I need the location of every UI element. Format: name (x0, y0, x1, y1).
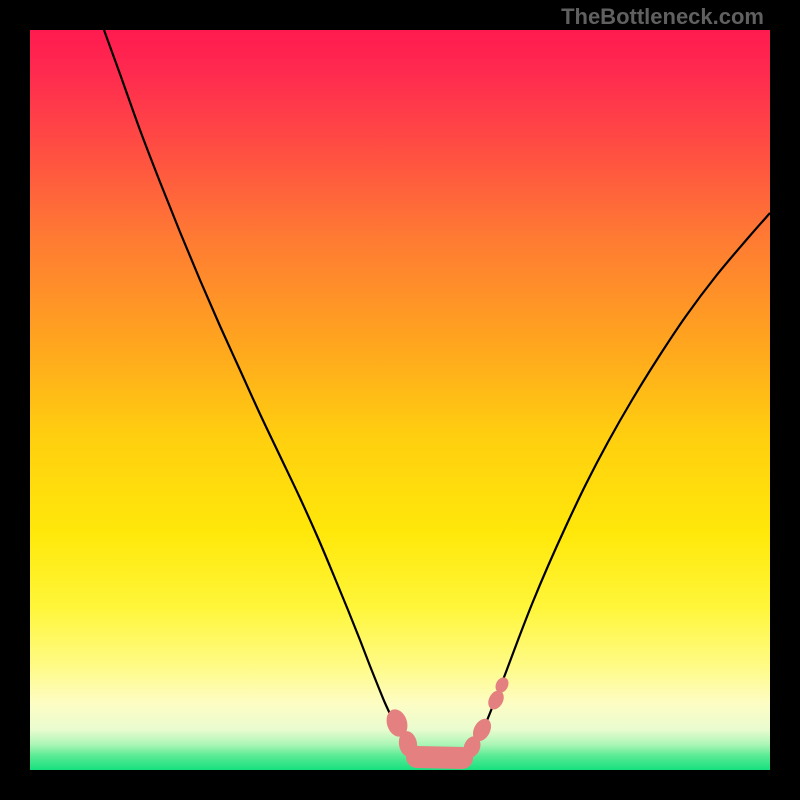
bottleneck-markers-group (383, 675, 511, 760)
bottleneck-curve-line (104, 30, 770, 762)
bottleneck-marker (417, 757, 462, 758)
bottleneck-curve-chart (30, 30, 770, 770)
plot-area (30, 30, 770, 770)
outer-black-frame: TheBottleneck.com (0, 0, 800, 800)
watermark-text: TheBottleneck.com (561, 4, 764, 30)
